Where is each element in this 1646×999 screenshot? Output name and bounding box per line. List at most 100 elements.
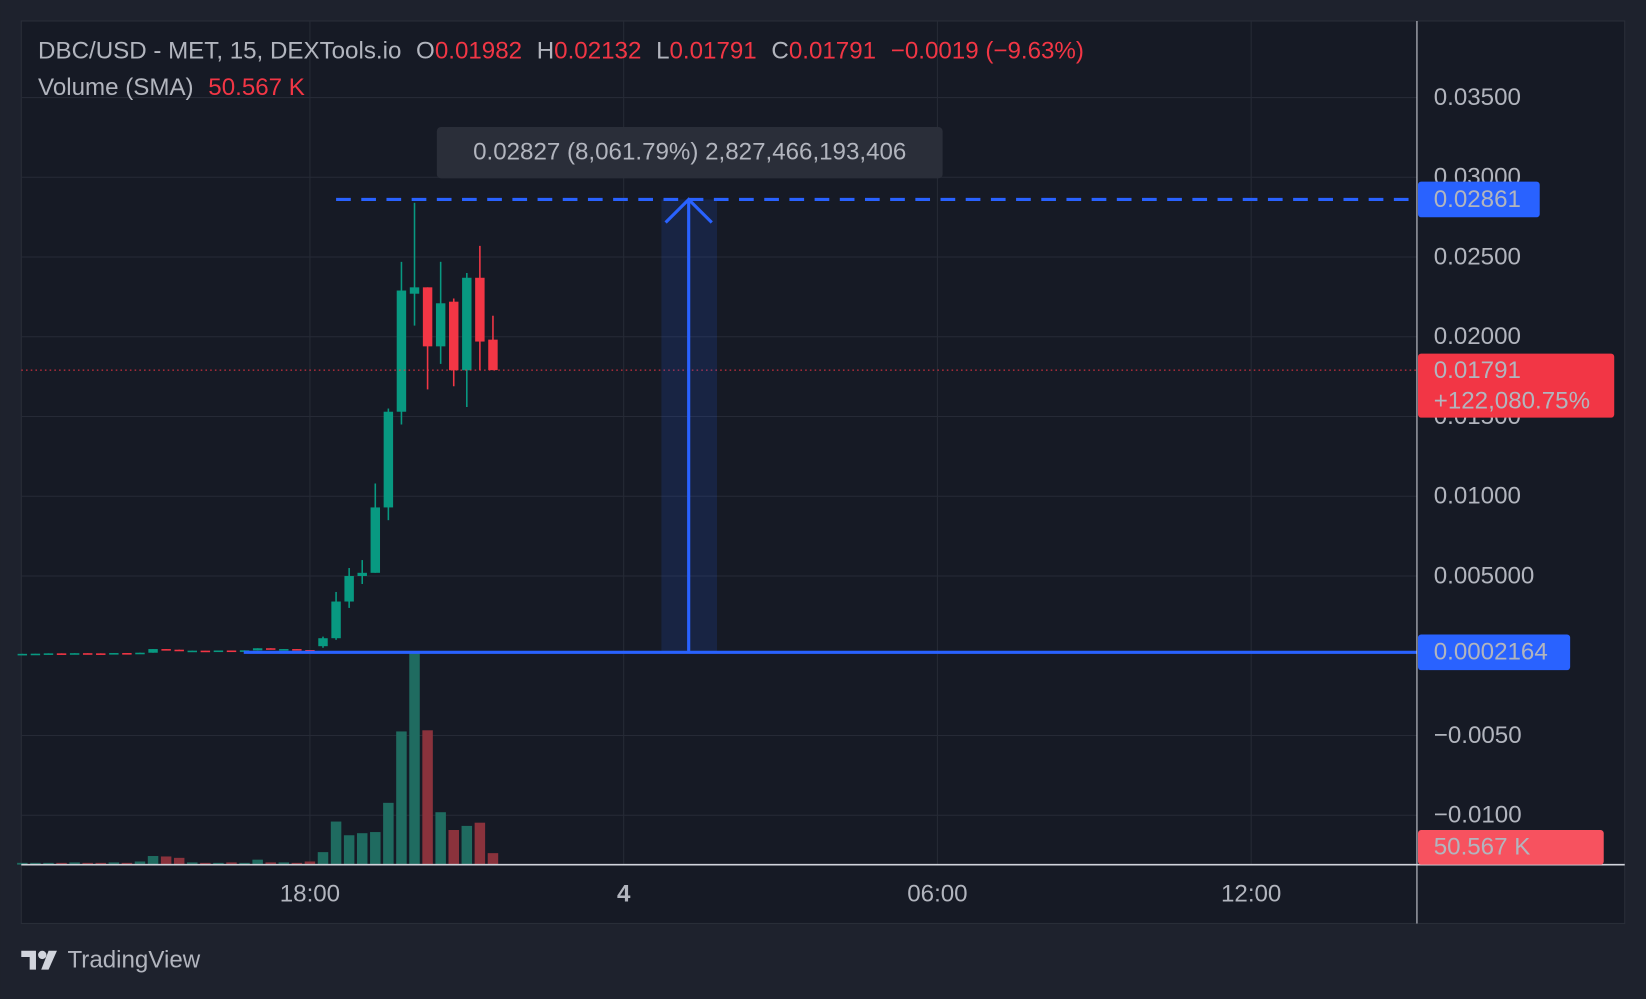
y-tick-label: −0.0050 — [1434, 722, 1522, 749]
volume-bar — [383, 802, 394, 865]
volume-bar — [82, 862, 93, 865]
measure-label: 0.02827 (8,061.79%) 2,827,466,193,406 — [473, 139, 906, 166]
volume-bar — [409, 652, 420, 865]
candle-body — [96, 653, 106, 655]
volume-title: Volume (SMA) — [38, 75, 194, 102]
measure-arrowhead — [664, 197, 713, 224]
x-tick-label: 4 — [617, 880, 631, 907]
candle-body — [56, 653, 67, 655]
candle-body — [135, 652, 145, 655]
candle-body — [69, 653, 80, 655]
candle-body — [331, 601, 341, 639]
y-tick-label: 0.02500 — [1434, 243, 1521, 270]
candle-body — [475, 277, 485, 342]
y-tick-label: 0.01000 — [1434, 483, 1521, 510]
y-tick-label: 0.03500 — [1434, 84, 1521, 111]
volume-bar — [474, 822, 486, 865]
volume-bar — [134, 861, 146, 865]
volume-axis-label: 50.567 K — [1434, 833, 1531, 860]
volume-bar — [200, 862, 211, 865]
candle-body — [30, 653, 41, 656]
logo-shape — [38, 950, 47, 960]
volume-bar — [330, 821, 342, 865]
brand: TradingView — [67, 947, 200, 974]
candle-body — [318, 638, 328, 647]
ohlc-prefix: O — [416, 38, 435, 65]
volume-bar — [108, 862, 120, 865]
candle-body — [187, 650, 197, 653]
volume-bar — [56, 862, 67, 865]
candle-body — [122, 653, 132, 655]
volume-bar — [356, 833, 368, 865]
volume-bar — [291, 862, 303, 865]
candle-body — [148, 649, 158, 653]
measure-tooltip — [436, 126, 943, 179]
candle-body — [279, 649, 289, 651]
level-label: 0.02861 — [1434, 186, 1521, 213]
volume-bar — [461, 825, 473, 865]
candle-body — [109, 653, 119, 655]
legend-header: DBC/USD - MET, 15, DEXTools.io O0.01982 H0… — [38, 38, 1084, 65]
volume-bar — [173, 857, 185, 865]
y-tick-label: 0.005000 — [1434, 562, 1535, 589]
y-tick-label: 0.02000 — [1434, 323, 1521, 350]
symbol-title: DBC/USD - MET, 15, DEXTools.io — [38, 38, 401, 65]
candle-body — [82, 653, 93, 655]
candle-body — [449, 301, 459, 371]
volume-bar — [448, 829, 459, 865]
candle-body — [370, 507, 381, 573]
candle-body — [161, 649, 171, 651]
level-label: 0.0002164 — [1434, 639, 1548, 666]
logo-shape — [41, 950, 57, 970]
volume-bar — [370, 832, 381, 865]
volume-label-box — [1417, 830, 1604, 865]
volume-bar — [121, 862, 133, 865]
candle-body — [252, 648, 263, 651]
volume-bar — [252, 859, 263, 865]
volume-header: Volume (SMA) 50.567 K — [38, 75, 305, 102]
volume-bar — [30, 862, 41, 865]
volume-bar — [187, 862, 198, 865]
candle-body — [17, 653, 28, 656]
candle-body — [488, 339, 498, 371]
candle-body — [383, 411, 394, 508]
candle-body — [265, 648, 276, 650]
volume-bar — [43, 862, 54, 865]
volume-bar — [278, 862, 290, 865]
candle-body — [409, 287, 420, 294]
volume-bar — [160, 856, 172, 865]
x-tick-label: 18:00 — [280, 880, 340, 907]
volume-bar — [487, 853, 499, 865]
volume-bar — [213, 862, 224, 865]
x-tick-label: 12:00 — [1221, 880, 1281, 907]
volume-bar — [317, 852, 329, 865]
volume-bar — [147, 856, 159, 865]
level-label-box — [1417, 634, 1571, 671]
ohlc-prefix: C — [771, 38, 788, 65]
level-label-box — [1417, 181, 1540, 218]
candle-body — [226, 650, 237, 653]
volume-bar — [69, 862, 80, 865]
volume-bar — [17, 862, 28, 865]
last-price-label: 0.01791 — [1434, 357, 1521, 384]
candle-body — [200, 650, 211, 653]
volume-bar — [396, 731, 407, 865]
candle-body — [396, 290, 407, 412]
logo-shape — [21, 950, 36, 970]
volume-bar — [226, 862, 237, 865]
candle-body — [435, 303, 446, 347]
close-value: 0.01791 — [789, 38, 876, 65]
change-value: −0.0019 (−9.63%) — [891, 38, 1084, 65]
last-price-box — [1417, 353, 1615, 418]
last-change-label: +122,080.75% — [1434, 387, 1590, 414]
candle-body — [213, 650, 224, 653]
candle-body — [462, 277, 472, 371]
ohlc-prefix: L — [656, 38, 669, 65]
candle-body — [174, 649, 184, 652]
volume-bar — [422, 730, 433, 865]
open-value: 0.01982 — [435, 38, 522, 65]
volume-bar — [265, 862, 276, 865]
candle-body — [357, 572, 367, 577]
